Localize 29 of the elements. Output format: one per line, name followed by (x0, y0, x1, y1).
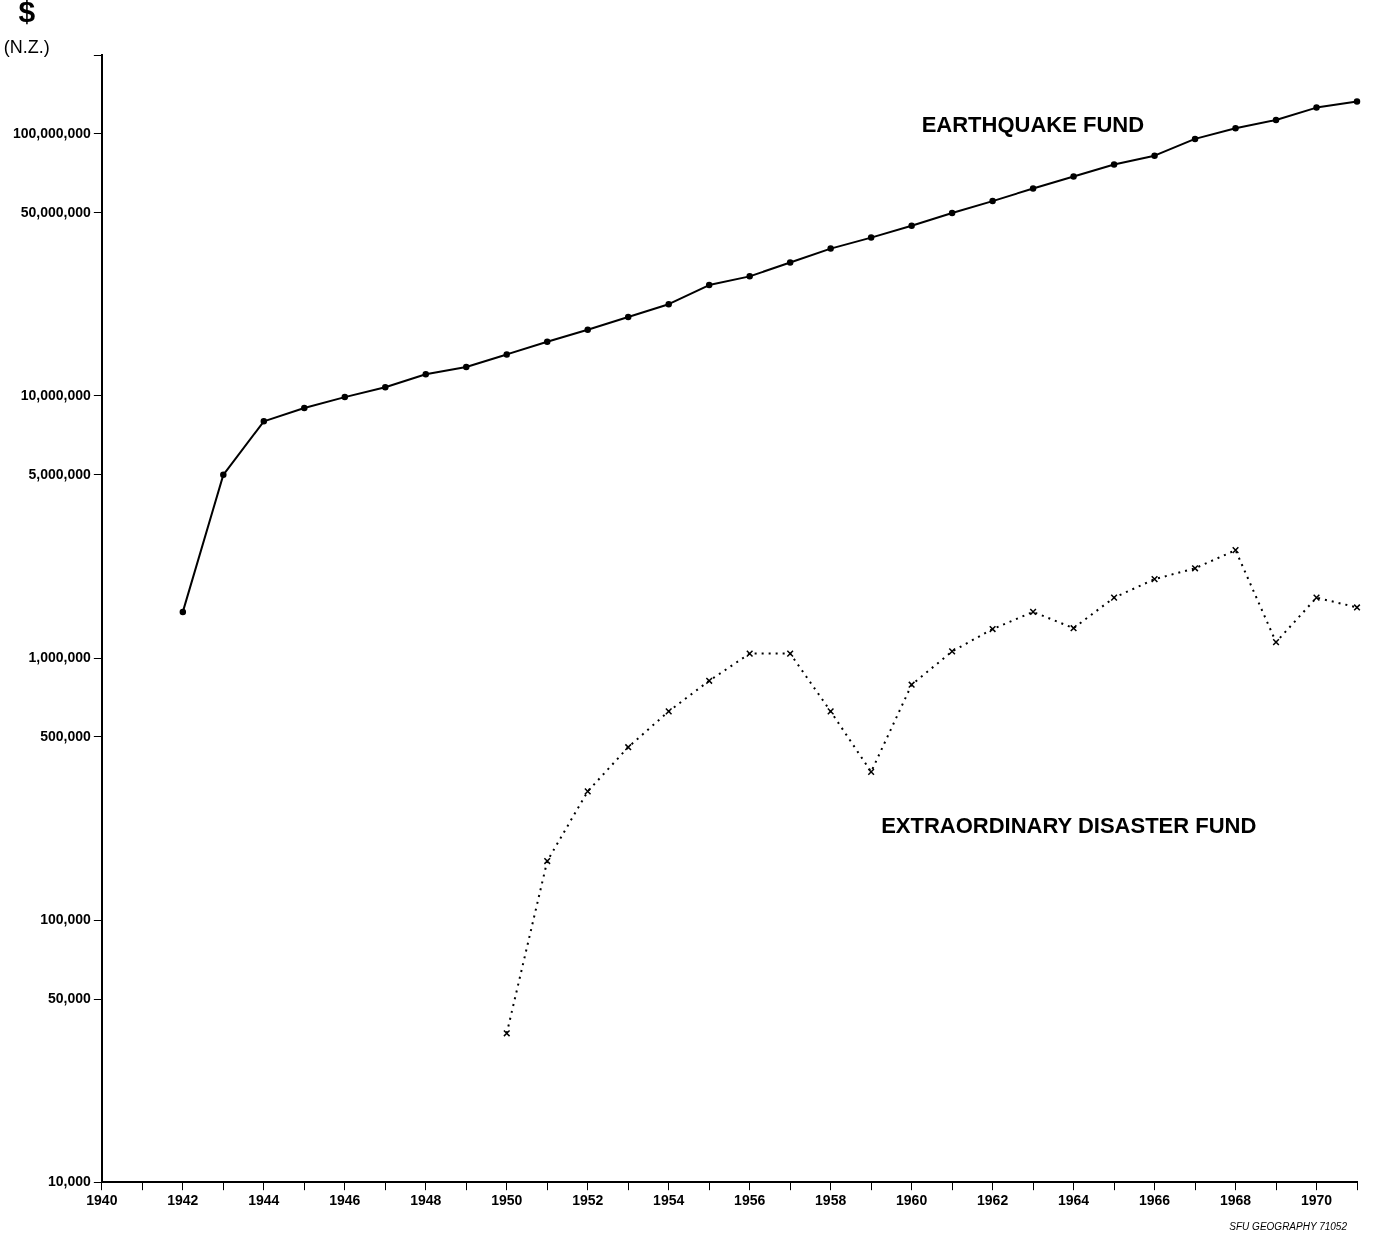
x-tick-label: 1952 (572, 1192, 604, 1209)
x-tick-label: 1966 (1138, 1192, 1171, 1209)
y-tick-label: 5,000,000 (28, 465, 92, 482)
x-tick-label: 1970 (1300, 1192, 1333, 1209)
y-tick-label: 50,000,000 (20, 203, 92, 220)
x-tick-label: 1968 (1219, 1192, 1252, 1209)
x-tick-label: 1962 (977, 1192, 1009, 1209)
series-label: EARTHQUAKE FUND (921, 111, 1145, 137)
text: SFU GEOGRAPHY 71052 (1229, 1220, 1348, 1232)
x-tick-label: 1946 (329, 1192, 361, 1209)
series-label: EXTRAORDINARY DISASTER FUND (881, 812, 1257, 838)
y-tick-label: 10,000 (48, 1173, 92, 1190)
x-tick-label: 1944 (248, 1192, 280, 1209)
y-tick-label: 1,000,000 (28, 648, 92, 665)
y-tick-label: 500,000 (40, 727, 92, 744)
x-tick-label: 1958 (815, 1192, 847, 1209)
x-tick-label: 1954 (653, 1192, 685, 1209)
y-tick-label: 100,000,000 (13, 124, 92, 141)
x-tick-label: 1948 (410, 1192, 442, 1209)
x-tick-label: 1956 (734, 1192, 766, 1209)
y-tick-label: 10,000,000 (20, 386, 92, 403)
x-tick-label: 1940 (86, 1192, 118, 1209)
y-tick-label: 100,000 (40, 910, 92, 927)
x-tick-label: 1950 (491, 1192, 523, 1209)
x-tick-label: 1942 (167, 1192, 199, 1209)
x-tick-label: 1964 (1058, 1192, 1090, 1209)
y-tick-label: 50,000 (48, 989, 92, 1006)
x-tick-label: 1960 (896, 1192, 928, 1209)
y-axis-title: $ (N.Z.) (3, 0, 50, 57)
